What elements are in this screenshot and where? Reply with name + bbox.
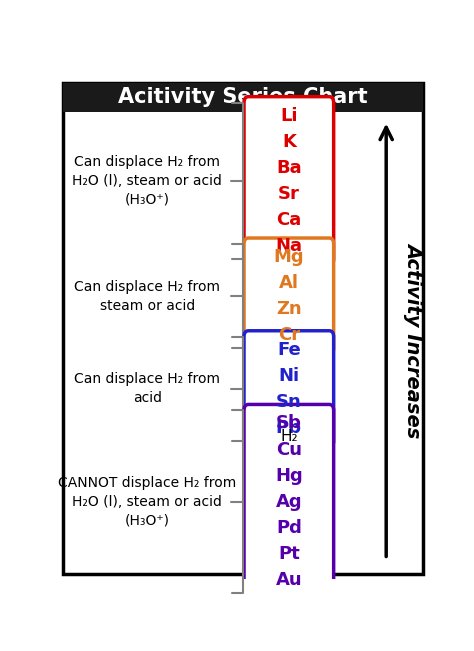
Text: Ba: Ba bbox=[276, 159, 301, 177]
FancyBboxPatch shape bbox=[244, 404, 334, 599]
Text: Acitivity Series Chart: Acitivity Series Chart bbox=[118, 87, 368, 107]
Text: Hg: Hg bbox=[275, 467, 303, 484]
Text: Au: Au bbox=[275, 571, 302, 589]
Text: steam or acid: steam or acid bbox=[100, 299, 195, 312]
Text: Ni: Ni bbox=[278, 367, 300, 385]
Text: Cu: Cu bbox=[276, 441, 302, 458]
Text: Sb: Sb bbox=[276, 415, 302, 432]
Text: Cr: Cr bbox=[278, 326, 300, 344]
Text: Mg: Mg bbox=[273, 248, 304, 266]
Text: Pd: Pd bbox=[276, 519, 302, 537]
Text: H₂O (l), steam or acid: H₂O (l), steam or acid bbox=[73, 174, 222, 188]
Text: Sn: Sn bbox=[276, 393, 302, 411]
FancyBboxPatch shape bbox=[63, 83, 423, 574]
Text: Pb: Pb bbox=[276, 419, 302, 437]
Text: K: K bbox=[282, 133, 296, 151]
Text: H₂: H₂ bbox=[280, 429, 298, 444]
FancyBboxPatch shape bbox=[244, 238, 334, 354]
Text: Can displace H₂ from: Can displace H₂ from bbox=[74, 280, 220, 294]
Text: Can displace H₂ from: Can displace H₂ from bbox=[74, 372, 220, 387]
Text: H₂O (l), steam or acid: H₂O (l), steam or acid bbox=[73, 495, 222, 508]
Text: Fe: Fe bbox=[277, 341, 301, 359]
Text: Al: Al bbox=[279, 274, 299, 292]
Text: Li: Li bbox=[280, 107, 298, 125]
Text: Sr: Sr bbox=[278, 185, 300, 203]
Text: Can displace H₂ from: Can displace H₂ from bbox=[74, 155, 220, 169]
Text: Zn: Zn bbox=[276, 300, 301, 318]
FancyBboxPatch shape bbox=[244, 331, 334, 447]
Text: (H₃O⁺): (H₃O⁺) bbox=[125, 514, 170, 528]
Text: Na: Na bbox=[275, 237, 302, 255]
Text: Pt: Pt bbox=[278, 545, 300, 563]
Text: CANNOT displace H₂ from: CANNOT displace H₂ from bbox=[58, 476, 237, 490]
Text: Ag: Ag bbox=[275, 493, 302, 510]
FancyBboxPatch shape bbox=[63, 83, 423, 112]
Text: (H₃O⁺): (H₃O⁺) bbox=[125, 193, 170, 207]
FancyBboxPatch shape bbox=[244, 96, 334, 265]
Text: acid: acid bbox=[133, 391, 162, 406]
Text: Activity Increases: Activity Increases bbox=[404, 242, 423, 437]
Text: Ca: Ca bbox=[276, 211, 301, 229]
